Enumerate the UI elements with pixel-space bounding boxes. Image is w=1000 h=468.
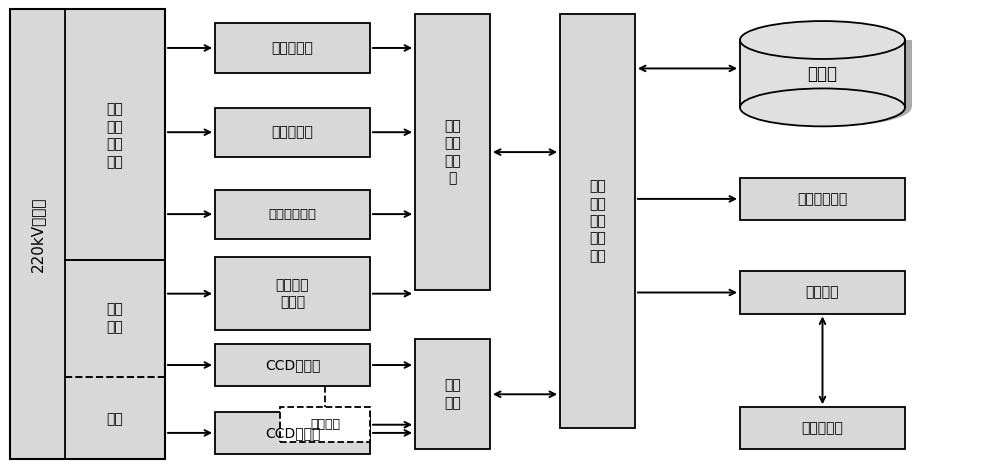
Bar — [740, 178, 905, 220]
Text: 电流变换器: 电流变换器 — [272, 41, 313, 55]
Text: 发报警信号: 发报警信号 — [802, 421, 843, 435]
Bar — [215, 412, 370, 454]
Text: 电荷型传感器: 电荷型传感器 — [268, 208, 316, 220]
Bar — [215, 344, 370, 386]
Text: 同步
数据
采集
卡: 同步 数据 采集 卡 — [444, 119, 461, 185]
Text: 传输
通道: 传输 通道 — [444, 379, 461, 410]
Text: CCD摄像机: CCD摄像机 — [265, 426, 320, 440]
Bar — [740, 271, 905, 314]
Text: 电压
电流
振动
声波: 电压 电流 振动 声波 — [107, 102, 123, 169]
Text: 数据库: 数据库 — [808, 65, 838, 83]
Bar — [10, 9, 165, 459]
Text: 主轴: 主轴 — [107, 412, 123, 426]
Ellipse shape — [747, 88, 912, 126]
Bar — [905, 40, 912, 107]
Bar — [560, 14, 635, 428]
Bar — [215, 23, 370, 73]
Text: CCD摄像机: CCD摄像机 — [265, 358, 320, 372]
Bar — [415, 14, 490, 290]
Bar — [215, 257, 370, 330]
Bar — [740, 40, 905, 107]
Bar — [740, 407, 905, 449]
Text: 电压变换器: 电压变换器 — [272, 125, 313, 139]
Bar — [415, 339, 490, 449]
Text: 220kV断路器: 220kV断路器 — [30, 196, 46, 272]
Bar — [215, 108, 370, 157]
Text: 动导
电杆: 动导 电杆 — [107, 302, 123, 334]
Ellipse shape — [740, 21, 905, 59]
Ellipse shape — [740, 88, 905, 126]
Bar — [280, 407, 370, 442]
Text: 高性
能工
业控
制计
算机: 高性 能工 业控 制计 算机 — [589, 180, 606, 263]
Text: 输出识别结果: 输出识别结果 — [797, 192, 848, 206]
Bar — [215, 190, 370, 239]
Text: 同步控制: 同步控制 — [310, 418, 340, 431]
Text: 判断异常: 判断异常 — [806, 285, 839, 300]
Text: 驻体电容
传感器: 驻体电容 传感器 — [276, 278, 309, 309]
